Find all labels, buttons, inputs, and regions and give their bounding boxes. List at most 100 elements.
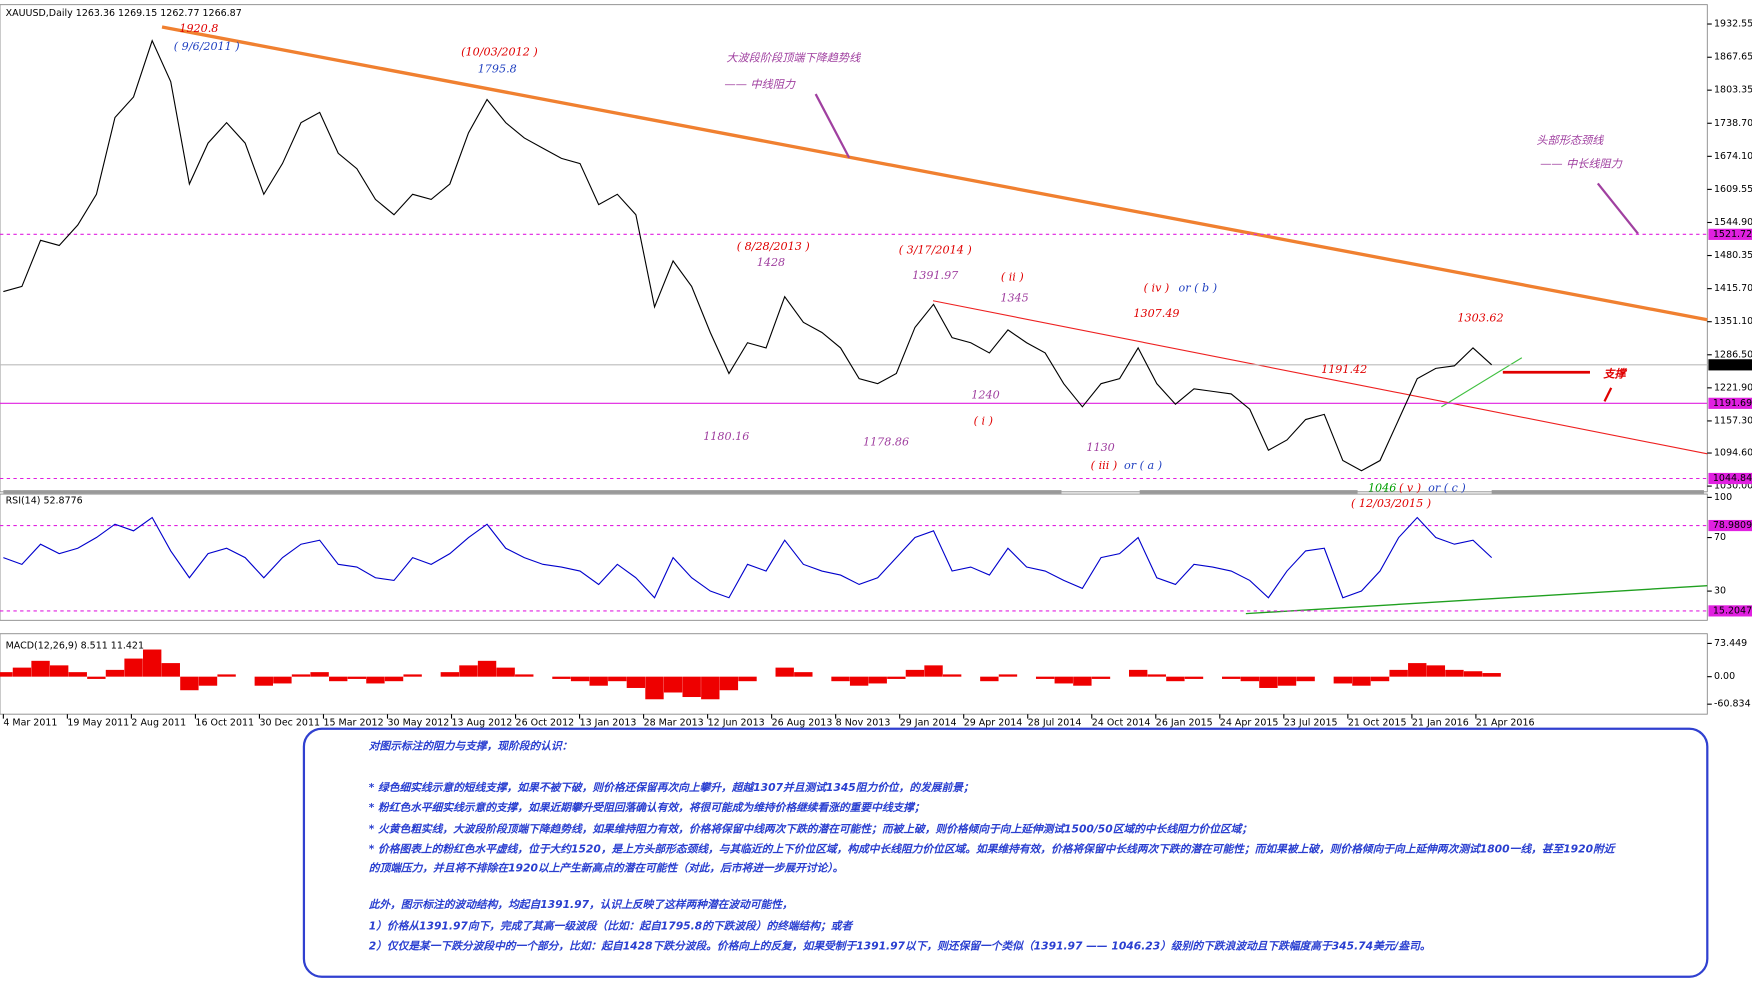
annotation: 1191.42: [1321, 363, 1367, 376]
macd-bar: [682, 676, 701, 698]
note-line: 1）价格从1391.97向下，完成了其高一级波段（比如：起自1795.8的下跌波…: [369, 919, 855, 932]
annotation: ( 9/6/2011 ): [174, 40, 240, 53]
macd-bar: [794, 672, 813, 677]
macd-bar: [217, 674, 236, 677]
y-tick-label: 1544.90: [1714, 217, 1752, 228]
macd-bar: [1166, 676, 1185, 682]
trend-line-orange: [161, 25, 1708, 322]
macd-bar: [626, 676, 646, 688]
macd-bar: [403, 674, 422, 677]
macd-bar: [87, 676, 106, 679]
annotation: ( 3/17/2014 ): [899, 243, 972, 256]
y-tick-label: 1867.65: [1714, 52, 1752, 63]
x-tick-label: 16 Oct 2011: [195, 718, 254, 729]
x-tick-label: 29 Jan 2014: [900, 718, 957, 729]
macd-bar: [273, 676, 292, 684]
x-tick-label: 21 Oct 2015: [1348, 718, 1407, 729]
macd-bar: [552, 676, 571, 679]
annotation: ( v ): [1399, 481, 1421, 494]
level-label: 1044.84: [1713, 473, 1752, 484]
x-tick-label: 26 Oct 2012: [516, 718, 575, 729]
price-panel: [0, 4, 1708, 493]
macd-bar: [496, 667, 515, 677]
annotation: 1428: [757, 256, 785, 269]
y-tick-label: 1674.10: [1714, 151, 1752, 162]
y-tick-label: 0.00: [1714, 671, 1735, 682]
level-label-bg: [1708, 472, 1752, 485]
note-line: 的顶端压力，并且将不排除在1920以上产生新高点的潜在可能性（对此，后市将进一步…: [369, 861, 844, 874]
x-tick-label: 26 Jan 2015: [1156, 718, 1213, 729]
annotation: 支撑: [1603, 368, 1627, 381]
x-tick-label: 29 Apr 2014: [964, 718, 1023, 729]
macd-bar: [738, 676, 757, 682]
x-tick-label: 8 Nov 2013: [836, 718, 891, 729]
x-tick-label: 15 Mar 2012: [323, 718, 383, 729]
macd-bar: [1352, 676, 1371, 686]
macd-bar: [440, 672, 460, 677]
macd-bar: [198, 676, 218, 686]
x-tick-label: 28 Jul 2014: [1028, 718, 1082, 729]
level-label-bg: [1708, 519, 1752, 532]
macd-bar: [1091, 676, 1111, 679]
macd-bar: [1222, 676, 1241, 679]
notes-box: [302, 727, 1709, 978]
macd-panel: [0, 633, 1708, 715]
note-line: * 绿色细实线示意的短线支撑，如果不被下破，则价格还保留再次向上攀升，超越130…: [369, 781, 974, 794]
macd-bar: [1184, 676, 1204, 679]
macd-bar: [142, 649, 162, 677]
x-tick-label: 23 Jul 2015: [1284, 718, 1338, 729]
level-label-bg: [1708, 605, 1752, 617]
macd-bar: [1147, 674, 1166, 677]
macd-bar: [942, 674, 962, 677]
note-line: * 价格图表上的粉红色水平虚线，位于大约1520，是上方头部形态颈线，与其临近的…: [369, 842, 1617, 855]
macd-bar: [1333, 676, 1353, 684]
level-label: 1191.69: [1713, 398, 1752, 409]
annotation: ( iv ): [1144, 281, 1170, 294]
annotation: or ( b ): [1179, 281, 1218, 294]
note-line: * 火黄色粗实线，大波段阶段顶端下降趋势线，如果维持阻力有效，价格将保留中线两次…: [369, 822, 1252, 835]
macd-bar: [1370, 676, 1390, 682]
y-tick-label: 1286.50: [1714, 349, 1752, 360]
macd-bar: [384, 676, 404, 682]
annotation: ( i ): [974, 414, 993, 427]
y-tick-label: 70: [1714, 532, 1726, 543]
macd-bar: [1463, 671, 1483, 677]
y-tick-label: 1157.30: [1714, 415, 1752, 426]
x-tick-label: 24 Apr 2015: [1220, 718, 1279, 729]
macd-bar: [868, 676, 887, 684]
x-tick-label: 26 Aug 2013: [772, 718, 833, 729]
macd-bar: [347, 676, 367, 679]
y-tick-label: 1738.70: [1714, 118, 1752, 129]
support-line-green: [1441, 357, 1523, 408]
macd-bar: [1259, 676, 1278, 688]
macd-bar: [161, 663, 180, 677]
arrow: [1596, 182, 1639, 235]
macd-bar: [366, 676, 385, 684]
annotation: or ( c ): [1428, 481, 1466, 494]
x-tick-label: 13 Aug 2012: [452, 718, 513, 729]
macd-bar: [329, 676, 348, 682]
macd-bar: [1277, 676, 1297, 686]
last-price-label: 1266.87: [1713, 359, 1752, 370]
macd-bar: [1426, 665, 1446, 677]
annotation: ( ii ): [1001, 270, 1024, 283]
note-line: 此外，图示标注的波动结构，均起自1391.97，认识上反映了这样两种潜在波动可能…: [369, 898, 793, 911]
macd-bar: [12, 667, 32, 677]
macd-bar: [254, 676, 273, 686]
x-tick-label: 4 Mar 2011: [3, 718, 57, 729]
y-tick-label: 1803.35: [1714, 85, 1752, 96]
y-tick-label: 1932.55: [1714, 19, 1752, 30]
annotation: 1303.62: [1457, 312, 1503, 325]
x-tick-label: 21 Apr 2016: [1476, 718, 1535, 729]
macd-bar: [477, 660, 497, 677]
y-tick-label: 1094.60: [1714, 448, 1752, 459]
macd-bar: [1296, 676, 1315, 682]
annotation: 1130: [1086, 441, 1114, 454]
annotation: 1391.97: [912, 269, 959, 282]
note-line: * 粉红色水平细实线示意的支撑，如果近期攀升受阻回落确认有效，将很可能成为维持价…: [369, 801, 925, 814]
annotation: 1178.86: [863, 436, 909, 449]
annotation: 1046: [1368, 481, 1396, 494]
macd-bar: [663, 676, 683, 693]
chart-header: XAUUSD,Daily 1263.36 1269.15 1262.77 126…: [6, 8, 242, 19]
x-tick-label: 13 Jan 2013: [580, 718, 637, 729]
